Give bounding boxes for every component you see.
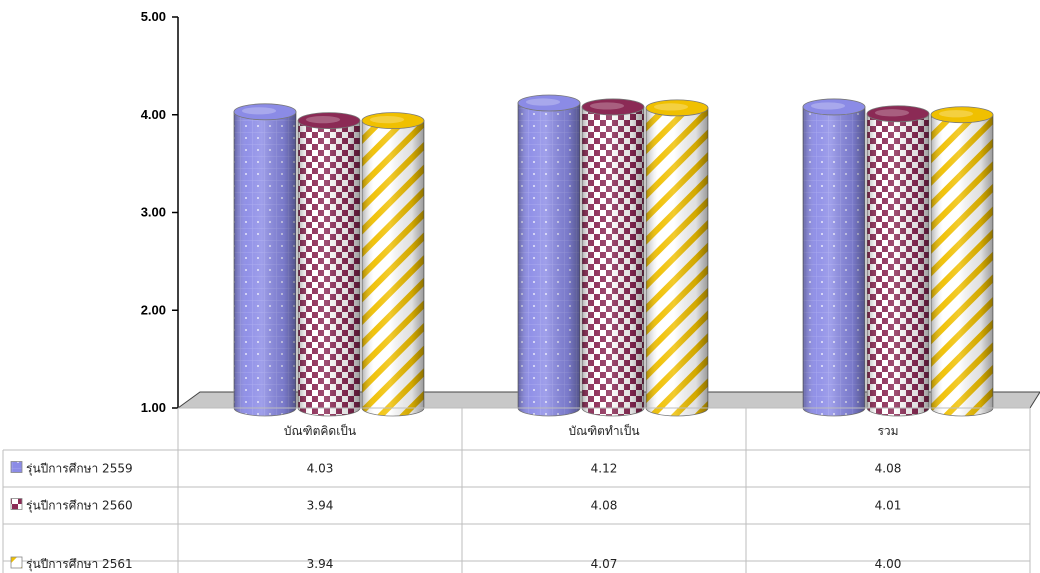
legend-swatch bbox=[10, 556, 23, 569]
y-tick-label: 2.00 bbox=[141, 302, 166, 317]
x-tick-label: บัณฑิตทำเป็น bbox=[568, 423, 639, 438]
data-label: 4.08 bbox=[591, 499, 618, 513]
y-tick-label: 4.00 bbox=[141, 107, 166, 122]
data-label: 4.12 bbox=[591, 462, 618, 476]
bar bbox=[517, 94, 581, 417]
data-label: 4.07 bbox=[591, 557, 618, 571]
data-label: 4.03 bbox=[307, 462, 334, 476]
data-label: 4.08 bbox=[875, 462, 902, 476]
legend-swatch bbox=[10, 461, 23, 473]
data-table: บัณฑิตคิดเป็น บัณฑิตทำเป็น รวมรุ่นปีการศึก… bbox=[2, 407, 1031, 573]
bar bbox=[645, 99, 709, 417]
bar bbox=[361, 112, 425, 417]
x-tick-label: บัณฑิตคิดเป็น bbox=[284, 423, 356, 438]
data-label: 3.94 bbox=[307, 499, 334, 513]
bar bbox=[581, 98, 645, 417]
y-axis-ticks: 1.00 2.00 3.00 4.00 5.00 bbox=[141, 9, 178, 415]
bar bbox=[233, 103, 297, 417]
data-label: 4.00 bbox=[875, 557, 902, 571]
legend-label: รุ่นปีการศึกษา 2560 bbox=[26, 499, 133, 514]
y-tick-label: 3.00 bbox=[141, 205, 166, 220]
bar bbox=[930, 106, 994, 417]
y-tick-label: 1.00 bbox=[141, 400, 166, 415]
bar bbox=[802, 98, 866, 417]
legend-label: รุ่นปีการศึกษา 2559 bbox=[26, 462, 133, 477]
bar bbox=[297, 112, 361, 417]
x-tick-label: รวม bbox=[877, 424, 898, 438]
data-label: 3.94 bbox=[307, 557, 334, 571]
legend-label: รุ่นปีการศึกษา 2561 bbox=[26, 557, 133, 572]
legend-swatch bbox=[10, 498, 23, 510]
y-tick-label: 5.00 bbox=[141, 9, 166, 24]
bars bbox=[233, 94, 994, 417]
bar bbox=[866, 105, 930, 417]
data-label: 4.01 bbox=[875, 499, 902, 513]
